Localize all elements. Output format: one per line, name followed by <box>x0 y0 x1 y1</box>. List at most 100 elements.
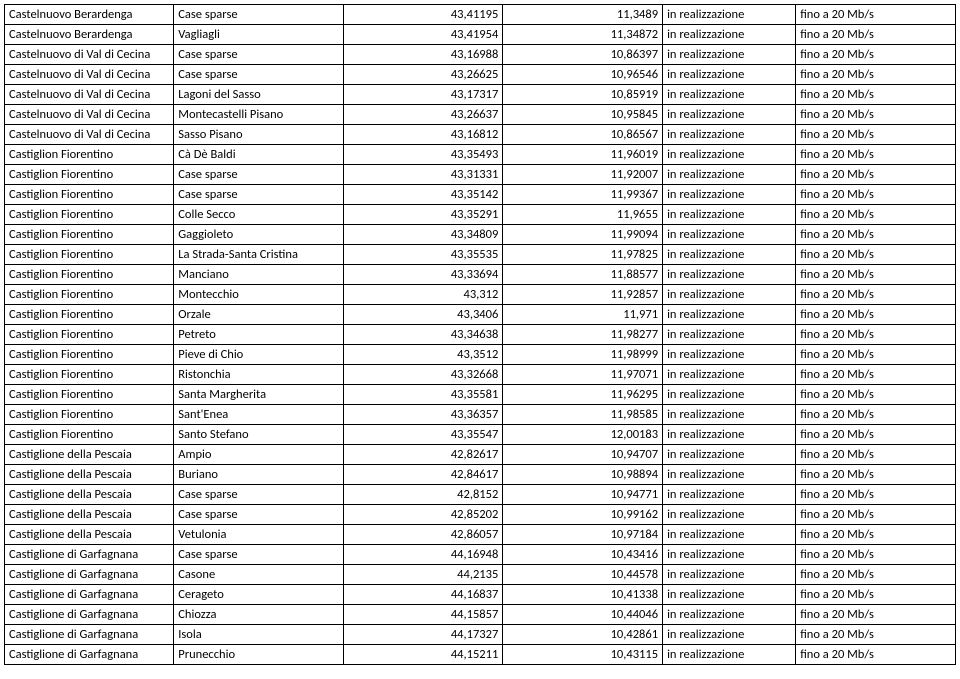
cell-status: in realizzazione <box>663 145 796 165</box>
cell-localita: Case sparse <box>174 45 343 65</box>
cell-localita: Case sparse <box>174 485 343 505</box>
cell-status: in realizzazione <box>663 645 796 665</box>
table-row: Castiglione di GarfagnanaCerageto44,1683… <box>5 585 956 605</box>
cell-lat: 42,85202 <box>343 505 503 525</box>
cell-lat: 43,32668 <box>343 365 503 385</box>
cell-speed: fino a 20 Mb/s <box>796 25 956 45</box>
cell-lon: 10,43416 <box>503 545 663 565</box>
cell-comune: Castiglion Fiorentino <box>5 305 174 325</box>
cell-status: in realizzazione <box>663 25 796 45</box>
cell-lon: 10,99162 <box>503 505 663 525</box>
cell-comune: Castiglione della Pescaia <box>5 525 174 545</box>
table-row: Castiglion FiorentinoPetreto43,3463811,9… <box>5 325 956 345</box>
cell-status: in realizzazione <box>663 465 796 485</box>
cell-lat: 44,2135 <box>343 565 503 585</box>
cell-localita: Cerageto <box>174 585 343 605</box>
cell-lon: 11,3489 <box>503 5 663 25</box>
cell-comune: Castelnuovo Berardenga <box>5 5 174 25</box>
table-row: Castelnuovo di Val di CecinaCase sparse4… <box>5 65 956 85</box>
cell-localita: Ampio <box>174 445 343 465</box>
table-row: Castiglion FiorentinoColle Secco43,35291… <box>5 205 956 225</box>
cell-comune: Castiglione della Pescaia <box>5 505 174 525</box>
cell-speed: fino a 20 Mb/s <box>796 625 956 645</box>
cell-status: in realizzazione <box>663 405 796 425</box>
cell-lat: 43,3406 <box>343 305 503 325</box>
cell-status: in realizzazione <box>663 245 796 265</box>
cell-localita: Vetulonia <box>174 525 343 545</box>
cell-speed: fino a 20 Mb/s <box>796 565 956 585</box>
table-row: Castiglion FiorentinoCase sparse43,31331… <box>5 165 956 185</box>
cell-speed: fino a 20 Mb/s <box>796 485 956 505</box>
cell-lat: 43,16812 <box>343 125 503 145</box>
cell-speed: fino a 20 Mb/s <box>796 645 956 665</box>
cell-speed: fino a 20 Mb/s <box>796 145 956 165</box>
cell-lat: 44,15211 <box>343 645 503 665</box>
cell-comune: Castiglione di Garfagnana <box>5 545 174 565</box>
cell-comune: Castiglion Fiorentino <box>5 285 174 305</box>
cell-status: in realizzazione <box>663 545 796 565</box>
table-row: Castelnuovo di Val di CecinaCase sparse4… <box>5 45 956 65</box>
cell-localita: Montecastelli Pisano <box>174 105 343 125</box>
cell-status: in realizzazione <box>663 285 796 305</box>
cell-lon: 10,42861 <box>503 625 663 645</box>
cell-speed: fino a 20 Mb/s <box>796 185 956 205</box>
cell-comune: Castiglione di Garfagnana <box>5 645 174 665</box>
cell-status: in realizzazione <box>663 125 796 145</box>
table-row: Castelnuovo BerardengaVagliagli43,419541… <box>5 25 956 45</box>
cell-status: in realizzazione <box>663 385 796 405</box>
table-row: Castiglion FiorentinoMontecchio43,31211,… <box>5 285 956 305</box>
cell-status: in realizzazione <box>663 205 796 225</box>
cell-localita: Cà Dè Baldi <box>174 145 343 165</box>
cell-lat: 43,17317 <box>343 85 503 105</box>
cell-lon: 10,98894 <box>503 465 663 485</box>
cell-comune: Castiglion Fiorentino <box>5 185 174 205</box>
cell-speed: fino a 20 Mb/s <box>796 105 956 125</box>
cell-localita: Casone <box>174 565 343 585</box>
cell-status: in realizzazione <box>663 185 796 205</box>
cell-lon: 11,9655 <box>503 205 663 225</box>
cell-localita: Orzale <box>174 305 343 325</box>
cell-comune: Castiglion Fiorentino <box>5 385 174 405</box>
cell-lon: 12,00183 <box>503 425 663 445</box>
cell-speed: fino a 20 Mb/s <box>796 245 956 265</box>
cell-lon: 10,44578 <box>503 565 663 585</box>
cell-comune: Castiglione della Pescaia <box>5 445 174 465</box>
cell-speed: fino a 20 Mb/s <box>796 165 956 185</box>
cell-status: in realizzazione <box>663 85 796 105</box>
cell-speed: fino a 20 Mb/s <box>796 285 956 305</box>
cell-speed: fino a 20 Mb/s <box>796 585 956 605</box>
cell-speed: fino a 20 Mb/s <box>796 125 956 145</box>
cell-speed: fino a 20 Mb/s <box>796 345 956 365</box>
cell-localita: Santo Stefano <box>174 425 343 445</box>
cell-localita: Lagoni del Sasso <box>174 85 343 105</box>
cell-lat: 43,26625 <box>343 65 503 85</box>
cell-speed: fino a 20 Mb/s <box>796 445 956 465</box>
cell-localita: Case sparse <box>174 5 343 25</box>
cell-status: in realizzazione <box>663 45 796 65</box>
cell-comune: Castiglion Fiorentino <box>5 205 174 225</box>
cell-localita: Manciano <box>174 265 343 285</box>
cell-lon: 11,971 <box>503 305 663 325</box>
cell-status: in realizzazione <box>663 605 796 625</box>
cell-lon: 10,95845 <box>503 105 663 125</box>
cell-speed: fino a 20 Mb/s <box>796 385 956 405</box>
cell-status: in realizzazione <box>663 365 796 385</box>
table-row: Castiglione di GarfagnanaIsola44,1732710… <box>5 625 956 645</box>
cell-lon: 11,98277 <box>503 325 663 345</box>
cell-localita: Case sparse <box>174 545 343 565</box>
cell-speed: fino a 20 Mb/s <box>796 85 956 105</box>
cell-comune: Castiglion Fiorentino <box>5 265 174 285</box>
cell-speed: fino a 20 Mb/s <box>796 5 956 25</box>
table-row: Castiglione della PescaiaVetulonia42,860… <box>5 525 956 545</box>
cell-lat: 43,31331 <box>343 165 503 185</box>
table-row: Castiglione della PescaiaCase sparse42,8… <box>5 485 956 505</box>
cell-status: in realizzazione <box>663 505 796 525</box>
cell-status: in realizzazione <box>663 105 796 125</box>
cell-lon: 10,43115 <box>503 645 663 665</box>
cell-speed: fino a 20 Mb/s <box>796 205 956 225</box>
cell-speed: fino a 20 Mb/s <box>796 425 956 445</box>
cell-localita: Vagliagli <box>174 25 343 45</box>
cell-lon: 10,44046 <box>503 605 663 625</box>
cell-speed: fino a 20 Mb/s <box>796 465 956 485</box>
cell-lon: 10,94771 <box>503 485 663 505</box>
